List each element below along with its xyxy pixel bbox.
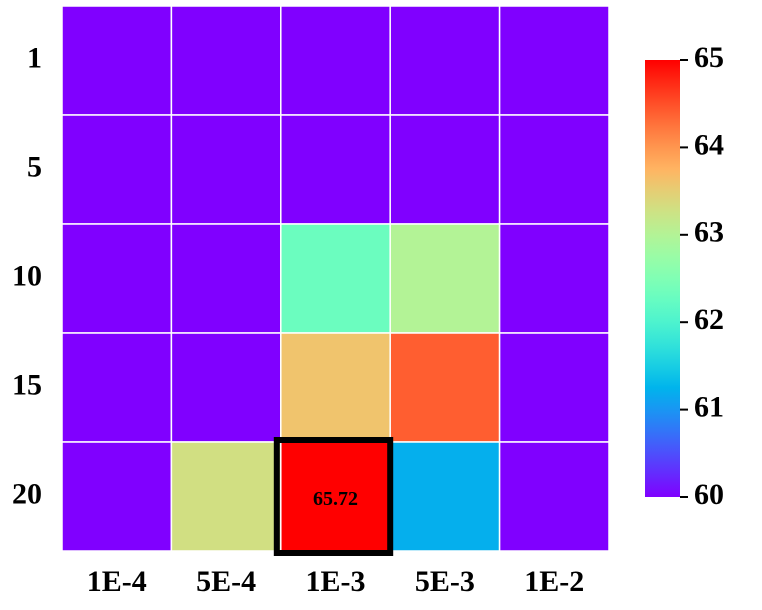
heatmap-cell [170, 114, 282, 225]
heatmap-cell [280, 114, 391, 225]
x-tick-label: 1E-4 [87, 565, 147, 598]
heatmap-cell [170, 223, 282, 334]
colorbar-tick-label: 64 [694, 128, 724, 161]
heatmap-cell [170, 5, 282, 116]
heatmap-cell [170, 441, 282, 552]
heatmap-cell [389, 5, 501, 116]
cell-label: 65.72 [313, 488, 358, 510]
heatmap-cell [61, 114, 173, 225]
heatmap-cell [280, 332, 391, 443]
colorbar-tick-label: 63 [694, 216, 724, 249]
colorbar-tick-label: 62 [694, 303, 724, 336]
heatmap-cell [61, 5, 173, 116]
heatmap-cell [170, 332, 282, 443]
x-tick-label: 5E-4 [196, 565, 256, 598]
colorbar-tick-label: 65 [694, 41, 724, 74]
highlight-box [273, 437, 394, 556]
colorbar-tick-label: 60 [694, 478, 724, 511]
y-tick-label: 10 [12, 259, 42, 292]
y-tick-label: 1 [27, 41, 42, 74]
heatmap-cell [389, 223, 501, 334]
heatmap-cell [389, 441, 501, 552]
x-tick-label: 1E-2 [524, 565, 584, 598]
heatmap-cell [280, 5, 391, 116]
heatmap-cell [498, 441, 610, 552]
heatmap-cell [280, 441, 391, 552]
heatmap-cell [61, 223, 173, 334]
colorbar-tick-label: 61 [694, 390, 724, 423]
x-tick-label: 5E-3 [415, 565, 475, 598]
heatmap-cell [498, 332, 610, 443]
y-tick-label: 20 [12, 477, 42, 510]
heatmap-cell [498, 5, 610, 116]
y-tick-label: 5 [27, 150, 42, 183]
heatmap-cell [389, 332, 501, 443]
colorbar [645, 60, 680, 497]
y-tick-label: 15 [12, 368, 42, 401]
heatmap-cell [61, 441, 173, 552]
heatmap-cell [61, 332, 173, 443]
x-tick-label: 1E-3 [306, 565, 366, 598]
heatmap-cell [389, 114, 501, 225]
heatmap-cell [280, 223, 391, 334]
heatmap-cell [498, 223, 610, 334]
heatmap-cell [498, 114, 610, 225]
